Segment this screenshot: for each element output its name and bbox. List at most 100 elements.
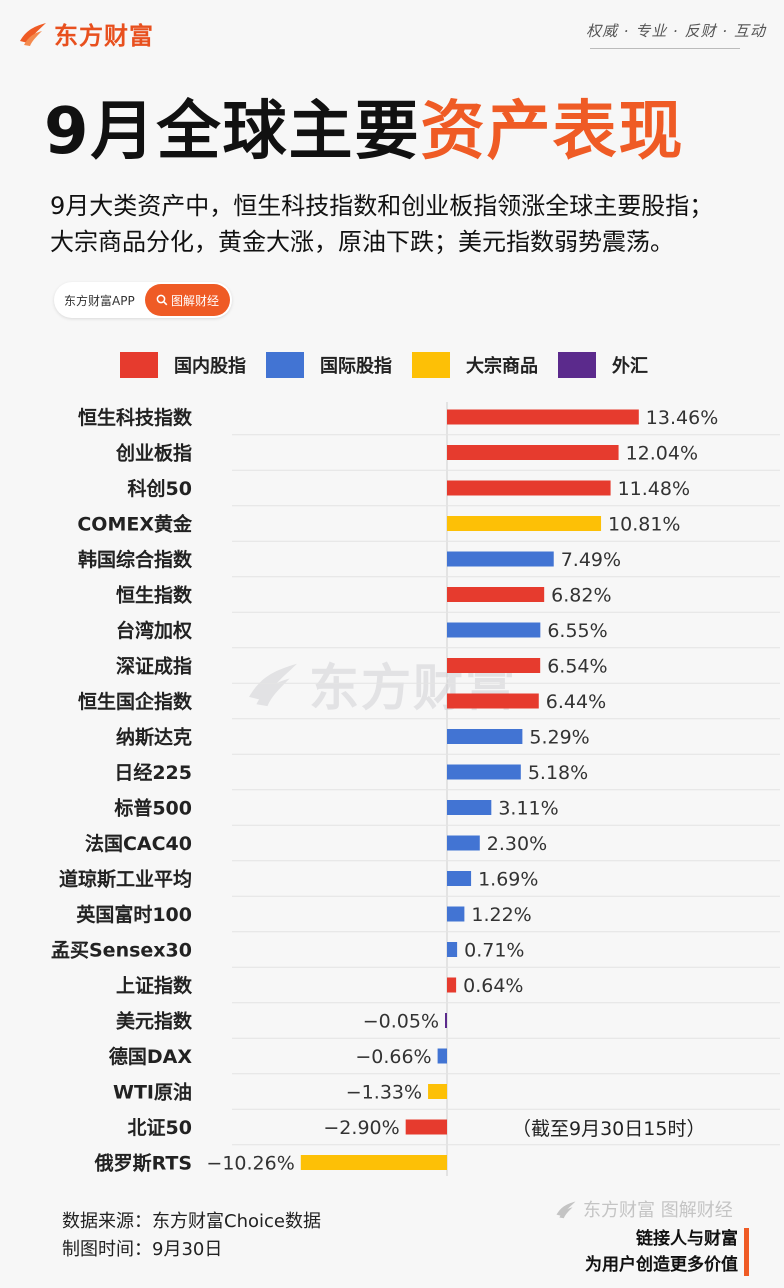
category-label: COMEX黄金 xyxy=(77,513,193,536)
category-label: WTI原油 xyxy=(113,1082,192,1104)
category-label: 道琼斯工业平均 xyxy=(59,868,192,891)
page-title: 9月全球主要资产表现 xyxy=(44,80,685,172)
footer-logo-icon xyxy=(556,1200,576,1218)
bar xyxy=(437,1048,447,1064)
category-label: 俄罗斯RTS xyxy=(94,1152,192,1175)
value-label: 7.49% xyxy=(561,549,621,571)
category-label: 孟买Sensex30 xyxy=(51,940,192,962)
bar xyxy=(447,693,539,709)
tagline: 链接人与财富 为用户创造更多价值 xyxy=(585,1226,738,1278)
value-label: −1.33% xyxy=(346,1082,422,1104)
value-label: 1.69% xyxy=(478,869,538,891)
bar xyxy=(447,729,523,744)
legend-swatch-international xyxy=(266,352,304,378)
cutoff-annotation: （截至9月30日15时） xyxy=(512,1118,706,1140)
summary-line-1: 9月大类资产中，恒生科技指数和创业板指领涨全球主要股指； xyxy=(50,192,714,220)
legend-swatch-commodity xyxy=(412,352,450,378)
chart-legend: 国内股指 国际股指 大宗商品 外汇 xyxy=(120,352,668,378)
category-label: 法国CAC40 xyxy=(85,832,192,855)
category-label: 科创50 xyxy=(128,477,192,500)
bar xyxy=(447,800,492,815)
title-main: 9月全球主要 xyxy=(44,95,421,169)
category-label: 深证成指 xyxy=(116,655,192,678)
value-label: 10.81% xyxy=(608,514,680,536)
brand-name: 东方财富 xyxy=(54,22,154,50)
legend-label-fx: 外汇 xyxy=(612,356,648,377)
bar xyxy=(447,906,465,922)
category-label: 日经225 xyxy=(114,761,192,784)
bar xyxy=(447,480,611,496)
legend-label-international: 国际股指 xyxy=(320,356,392,377)
value-label: 6.54% xyxy=(547,656,607,678)
summary-line-2: 大宗商品分化，黄金大涨，原油下跌；美元指数弱势震荡。 xyxy=(50,228,674,256)
bar xyxy=(447,587,545,602)
bar xyxy=(447,622,541,638)
source-text: 数据来源：东方财富Choice数据 xyxy=(62,1211,321,1232)
value-label: −2.90% xyxy=(323,1117,399,1139)
tujie-button[interactable]: 图解财经 xyxy=(145,284,230,316)
value-label: −0.05% xyxy=(363,1011,439,1033)
logo-icon xyxy=(20,22,46,46)
bar xyxy=(447,516,602,531)
bar xyxy=(445,1013,447,1028)
slogan: 权威 · 专业 · 反财 · 互动 xyxy=(586,22,766,40)
value-label: 6.82% xyxy=(551,585,611,607)
value-label: 3.11% xyxy=(498,798,558,820)
category-label: 纳斯达克 xyxy=(116,726,192,749)
category-label: 上证指数 xyxy=(116,974,193,997)
category-label: 北证50 xyxy=(128,1117,192,1139)
tagline-accent-bar xyxy=(744,1228,749,1276)
legend-label-domestic: 国内股指 xyxy=(174,356,246,377)
search-icon xyxy=(156,294,168,306)
bar xyxy=(447,551,554,567)
bar xyxy=(447,764,521,780)
tagline-line-1: 链接人与财富 xyxy=(636,1229,738,1249)
app-name: 东方财富APP xyxy=(64,293,135,308)
brand-logo: 东方财富 xyxy=(18,16,154,51)
bar xyxy=(447,871,472,886)
value-label: 2.30% xyxy=(487,833,547,855)
legend-item-domestic: 国内股指 xyxy=(120,352,246,378)
bar xyxy=(447,658,541,673)
bar xyxy=(428,1084,447,1099)
value-label: 6.55% xyxy=(547,620,607,642)
value-label: 1.22% xyxy=(471,904,531,926)
bar xyxy=(447,942,458,957)
bar xyxy=(447,409,639,425)
summary-text: 9月大类资产中，恒生科技指数和创业板指领涨全球主要股指； 大宗商品分化，黄金大涨… xyxy=(50,188,750,260)
app-pill: 东方财富APP 图解财经 xyxy=(54,282,232,318)
value-label: −0.66% xyxy=(355,1046,431,1068)
bar xyxy=(405,1119,447,1135)
data-source: 数据来源：东方财富Choice数据 制图时间：9月30日 xyxy=(62,1208,321,1264)
legend-item-commodity: 大宗商品 xyxy=(412,352,538,378)
category-label: 德国DAX xyxy=(109,1045,192,1068)
footer-brand-text: 东方财富 图解财经 xyxy=(583,1200,733,1221)
legend-item-international: 国际股指 xyxy=(266,352,392,378)
value-label: −10.26% xyxy=(206,1153,294,1175)
footer-brand: 东方财富 图解财经 xyxy=(555,1196,733,1222)
bar xyxy=(447,977,457,993)
legend-item-fx: 外汇 xyxy=(558,352,648,378)
chart-date: 制图时间：9月30日 xyxy=(62,1239,223,1260)
tagline-line-2: 为用户创造更多价值 xyxy=(585,1255,738,1275)
category-label: 韩国综合指数 xyxy=(78,548,193,571)
slogan-divider xyxy=(590,48,740,49)
category-label: 美元指数 xyxy=(116,1010,193,1033)
category-label: 英国富时100 xyxy=(76,903,192,926)
title-accent: 资产表现 xyxy=(420,95,685,169)
watermark-logo-icon xyxy=(249,663,297,707)
tujie-button-label: 图解财经 xyxy=(171,293,220,308)
value-label: 5.18% xyxy=(528,762,588,784)
category-label: 恒生国企指数 xyxy=(78,690,193,713)
category-label: 创业板指 xyxy=(115,442,192,465)
bar xyxy=(447,835,480,851)
category-label: 恒生科技指数 xyxy=(78,406,193,429)
bar xyxy=(447,445,619,460)
bar xyxy=(300,1155,447,1170)
value-label: 12.04% xyxy=(626,443,698,465)
category-label: 恒生指数 xyxy=(116,584,193,607)
value-label: 0.64% xyxy=(463,975,523,997)
category-label: 标普500 xyxy=(114,797,192,820)
legend-label-commodity: 大宗商品 xyxy=(466,356,538,377)
